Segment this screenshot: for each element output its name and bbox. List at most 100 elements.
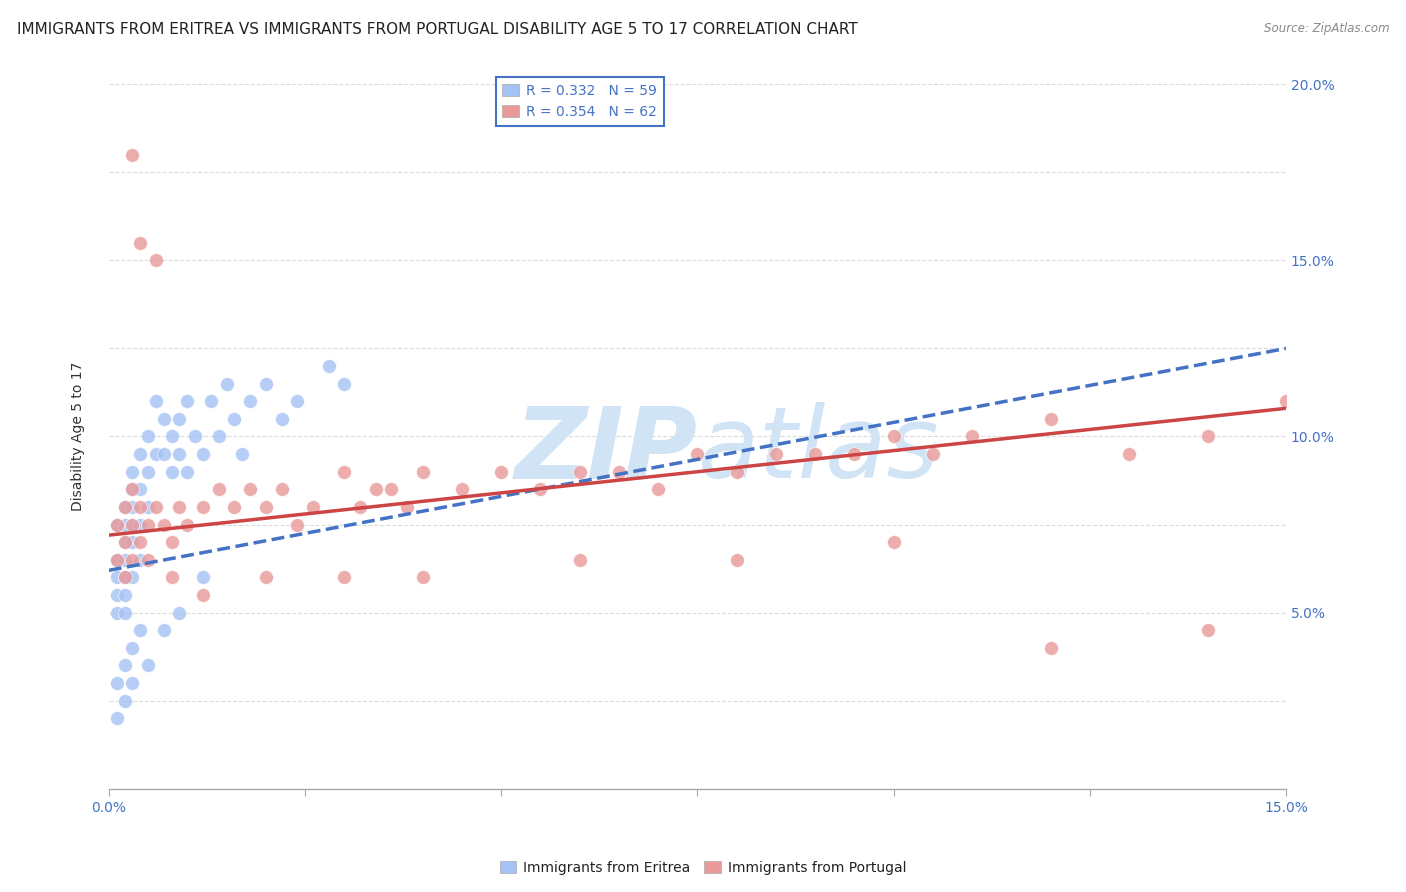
Point xyxy=(121,483,143,497)
Point xyxy=(333,465,356,479)
Point xyxy=(412,570,434,584)
Point xyxy=(184,429,207,443)
Legend: R = 0.332   N = 59, R = 0.354   N = 62: R = 0.332 N = 59, R = 0.354 N = 62 xyxy=(495,77,664,126)
Point xyxy=(121,465,143,479)
Point xyxy=(114,517,136,532)
Point xyxy=(114,588,136,602)
Point xyxy=(224,412,246,426)
Point xyxy=(105,711,128,725)
Point xyxy=(160,570,183,584)
Point xyxy=(1118,447,1140,461)
Point xyxy=(152,412,174,426)
Point xyxy=(145,253,167,268)
Point xyxy=(921,447,943,461)
Point xyxy=(105,553,128,567)
Point xyxy=(270,412,292,426)
Point xyxy=(1039,640,1062,655)
Point xyxy=(152,624,174,638)
Point xyxy=(136,429,159,443)
Point xyxy=(224,500,246,514)
Point xyxy=(412,465,434,479)
Point xyxy=(176,465,198,479)
Point xyxy=(254,570,277,584)
Point xyxy=(121,147,143,161)
Point xyxy=(145,447,167,461)
Point xyxy=(114,694,136,708)
Point xyxy=(129,517,152,532)
Point xyxy=(333,570,356,584)
Point xyxy=(239,483,262,497)
Point xyxy=(105,588,128,602)
Point xyxy=(396,500,419,514)
Point xyxy=(114,570,136,584)
Point xyxy=(191,570,214,584)
Point xyxy=(121,483,143,497)
Point xyxy=(114,500,136,514)
Point xyxy=(145,500,167,514)
Point xyxy=(136,500,159,514)
Point xyxy=(191,447,214,461)
Point xyxy=(844,447,866,461)
Point xyxy=(121,517,143,532)
Point xyxy=(160,535,183,549)
Point xyxy=(647,483,669,497)
Point xyxy=(208,483,231,497)
Point xyxy=(285,394,308,409)
Point xyxy=(121,570,143,584)
Text: IMMIGRANTS FROM ERITREA VS IMMIGRANTS FROM PORTUGAL DISABILITY AGE 5 TO 17 CORRE: IMMIGRANTS FROM ERITREA VS IMMIGRANTS FR… xyxy=(17,22,858,37)
Point xyxy=(160,429,183,443)
Point xyxy=(208,429,231,443)
Point xyxy=(765,447,787,461)
Point xyxy=(121,640,143,655)
Point xyxy=(121,535,143,549)
Point xyxy=(883,429,905,443)
Point xyxy=(136,553,159,567)
Point xyxy=(152,517,174,532)
Point xyxy=(364,483,387,497)
Point xyxy=(176,517,198,532)
Point xyxy=(725,465,748,479)
Point xyxy=(804,447,827,461)
Point xyxy=(129,447,152,461)
Point xyxy=(254,376,277,391)
Point xyxy=(129,500,152,514)
Point xyxy=(568,465,591,479)
Point xyxy=(114,570,136,584)
Point xyxy=(380,483,402,497)
Point xyxy=(191,588,214,602)
Point xyxy=(121,517,143,532)
Point xyxy=(114,535,136,549)
Point xyxy=(1197,429,1219,443)
Point xyxy=(105,676,128,690)
Text: atlas: atlas xyxy=(697,402,939,500)
Legend: Immigrants from Eritrea, Immigrants from Portugal: Immigrants from Eritrea, Immigrants from… xyxy=(494,855,912,880)
Y-axis label: Disability Age 5 to 17: Disability Age 5 to 17 xyxy=(72,362,86,511)
Point xyxy=(191,500,214,514)
Point xyxy=(239,394,262,409)
Text: Source: ZipAtlas.com: Source: ZipAtlas.com xyxy=(1264,22,1389,36)
Point xyxy=(121,500,143,514)
Point xyxy=(114,500,136,514)
Point xyxy=(302,500,325,514)
Point xyxy=(568,553,591,567)
Point xyxy=(105,517,128,532)
Text: ZIP: ZIP xyxy=(515,402,697,500)
Point xyxy=(318,359,340,373)
Point xyxy=(105,570,128,584)
Point xyxy=(725,553,748,567)
Point xyxy=(215,376,238,391)
Point xyxy=(129,235,152,250)
Point xyxy=(451,483,474,497)
Point xyxy=(169,500,191,514)
Point xyxy=(349,500,371,514)
Point xyxy=(152,447,174,461)
Point xyxy=(200,394,222,409)
Point xyxy=(136,658,159,673)
Point xyxy=(105,517,128,532)
Point xyxy=(1039,412,1062,426)
Point xyxy=(285,517,308,532)
Point xyxy=(491,465,513,479)
Point xyxy=(169,447,191,461)
Point xyxy=(121,676,143,690)
Point xyxy=(121,553,143,567)
